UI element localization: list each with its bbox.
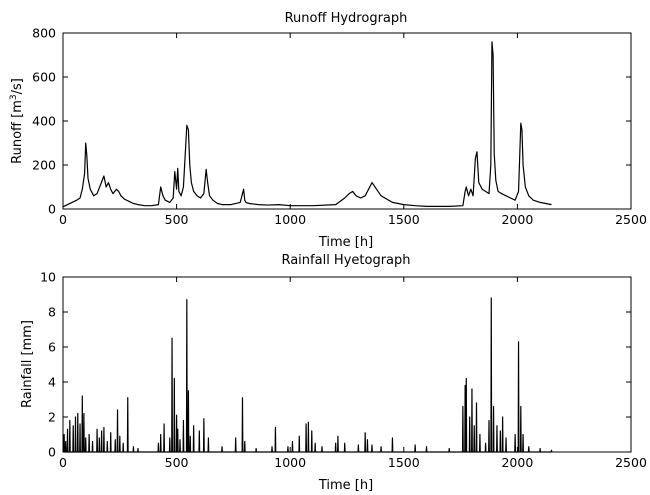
rainfall-x-tick-label: 2500 <box>615 455 647 470</box>
runoff-y-axis-label: Runoff [m3/s] <box>9 78 25 164</box>
rainfall-y-tick-label: 2 <box>48 410 56 425</box>
rainfall-series-line <box>63 297 553 453</box>
runoff-x-tick-label: 1000 <box>274 212 306 227</box>
runoff-y-tick-label: 400 <box>32 114 56 129</box>
runoff-y-tick-label: 0 <box>48 202 56 217</box>
rainfall-x-axis-label: Time [h] <box>318 478 373 493</box>
rainfall-chart-title: Rainfall Hyetograph <box>281 253 410 268</box>
rainfall-x-tick-label: 2000 <box>501 455 533 470</box>
rainfall-x-tick-label: 0 <box>59 455 67 470</box>
runoff-series-line <box>62 41 552 208</box>
rainfall-x-tick-label: 1000 <box>274 455 306 470</box>
runoff-y-tick-label: 600 <box>32 70 56 85</box>
runoff-x-tick-label: 0 <box>59 212 67 227</box>
rainfall-y-tick-label: 0 <box>48 445 56 460</box>
runoff-x-tick-label: 2000 <box>501 212 533 227</box>
rainfall-x-tick-label: 500 <box>165 455 189 470</box>
rainfall-y-tick-label: 10 <box>40 270 56 285</box>
rainfall-x-tick-label: 1500 <box>388 455 420 470</box>
runoff-x-tick-label: 500 <box>165 212 189 227</box>
rainfall-y-tick-label: 4 <box>48 375 56 390</box>
rainfall-y-axis-label: Rainfall [mm] <box>20 320 35 408</box>
rainfall-y-tick-label: 8 <box>48 305 56 320</box>
runoff-x-tick-label: 1500 <box>388 212 420 227</box>
rainfall-hyetograph-panel: Rainfall Hyetograph Time [h] Rainfall [m… <box>20 253 647 493</box>
runoff-x-tick-label: 2500 <box>615 212 647 227</box>
runoff-y-tick-label: 800 <box>32 26 56 41</box>
runoff-chart-title: Runoff Hydrograph <box>285 11 408 26</box>
runoff-hydrograph-panel: Runoff Hydrograph Time [h] Runoff [m3/s]… <box>9 11 647 250</box>
runoff-y-tick-label: 200 <box>32 158 56 173</box>
rainfall-y-tick-label: 6 <box>48 340 56 355</box>
runoff-x-axis-label: Time [h] <box>318 235 373 250</box>
